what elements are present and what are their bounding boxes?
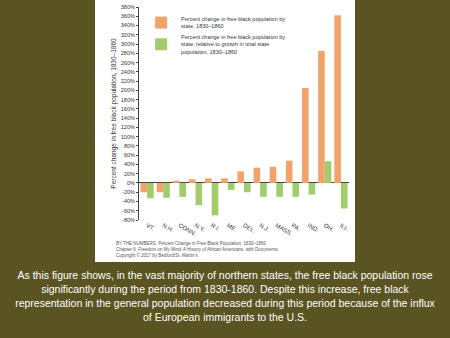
- svg-text:160%: 160%: [121, 106, 135, 112]
- svg-text:VT.: VT.: [145, 222, 156, 232]
- svg-text:N.J.: N.J.: [258, 222, 271, 233]
- svg-text:20%: 20%: [124, 171, 135, 177]
- svg-text:Percent change in free black p: Percent change in free black population …: [181, 34, 285, 54]
- svg-text:N.H.: N.H.: [161, 222, 175, 233]
- svg-text:60%: 60%: [124, 152, 135, 158]
- svg-text:BY THE NUMBERS Percent Change: BY THE NUMBERS Percent Change in Free Bl…: [116, 241, 279, 258]
- svg-text:MASS.: MASS.: [274, 222, 293, 237]
- svg-text:0%: 0%: [127, 180, 135, 186]
- svg-text:ILL.: ILL.: [339, 222, 351, 232]
- svg-text:N.Y.: N.Y.: [194, 222, 207, 233]
- svg-text:CONN.: CONN.: [177, 222, 197, 237]
- svg-text:380%: 380%: [121, 4, 135, 10]
- svg-text:Percent change in free black p: Percent change in free black population,…: [110, 38, 118, 189]
- svg-text:-80%: -80%: [122, 217, 135, 223]
- svg-text:100%: 100%: [121, 134, 135, 140]
- svg-text:260%: 260%: [121, 59, 135, 65]
- svg-text:180%: 180%: [121, 97, 135, 103]
- svg-text:360%: 360%: [121, 13, 135, 19]
- svg-text:120%: 120%: [121, 124, 135, 130]
- svg-text:300%: 300%: [121, 41, 135, 47]
- html-text:As this figure shows, in the v: As this figure shows, in the vast majori…: [15, 269, 435, 323]
- svg-text:340%: 340%: [121, 22, 135, 28]
- svg-text:-60%: -60%: [122, 208, 135, 214]
- svg-text:-20%: -20%: [122, 189, 135, 195]
- svg-text:80%: 80%: [124, 143, 135, 149]
- svg-text:40%: 40%: [124, 161, 135, 167]
- svg-text:DEL.: DEL.: [242, 222, 257, 234]
- svg-text:OH.: OH.: [323, 222, 336, 233]
- svg-text:320%: 320%: [121, 32, 135, 38]
- svg-text:-40%: -40%: [122, 198, 135, 204]
- svg-text:IND.: IND.: [307, 222, 321, 233]
- svg-text:280%: 280%: [121, 50, 135, 56]
- svg-text:PA.: PA.: [290, 222, 301, 232]
- svg-text:240%: 240%: [121, 69, 135, 75]
- svg-text:200%: 200%: [121, 87, 135, 93]
- svg-text:ME.: ME.: [226, 222, 239, 233]
- svg-text:R.I.: R.I.: [210, 222, 221, 232]
- svg-text:Percent change in free black p: Percent change in free black population …: [181, 16, 285, 29]
- svg-text:140%: 140%: [121, 115, 135, 121]
- svg-text:220%: 220%: [121, 78, 135, 84]
